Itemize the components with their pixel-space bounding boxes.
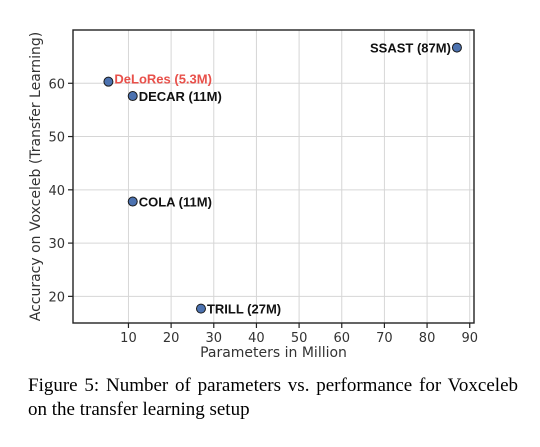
data-points: DeLoRes (5.3M) DECAR (11M) COLA (11M) TRILL… [103,41,462,317]
x-tick-label: 60 [333,331,350,346]
grid-lines [73,30,474,323]
plot-frame [72,29,475,324]
x-tick-label: 30 [206,331,223,346]
data-point-label: DECAR (11M) [139,89,222,104]
y-tick-label: 20 [48,290,65,305]
y-tick-label: 30 [48,237,65,252]
x-tick-label: 90 [461,331,478,346]
data-point [195,303,206,314]
data-point-label: DeLoRes (5.3M) [114,72,212,87]
axis-ticks: 10 20 30 40 50 60 70 80 90 20 30 40 50 60 [48,77,478,346]
data-point [127,91,138,102]
x-tick-label: 10 [120,331,137,346]
data-point-label: COLA (11M) [139,195,212,210]
y-tick-label: 60 [48,77,65,92]
data-point [103,76,114,87]
scatter-chart: 10 20 30 40 50 60 70 80 90 20 30 40 50 60 DeLoRes (5.… [28,29,478,361]
x-tick-label: 80 [419,331,436,346]
data-point-label: TRILL (27M) [207,302,281,317]
x-tick-label: 20 [163,331,180,346]
data-point [451,42,462,53]
x-tick-label: 40 [248,331,265,346]
y-axis-label: Accuracy on Voxceleb (Transfer Learning) [28,32,44,322]
data-point [127,196,138,207]
x-axis-label: Parameters in Million [200,345,347,361]
x-tick-label: 70 [376,331,393,346]
data-point-label: SSAST (87M) [370,41,451,56]
figure-caption: Figure 5: Number of parameters vs. perfo… [28,375,518,420]
x-tick-label: 50 [291,331,308,346]
y-tick-label: 50 [48,131,65,146]
y-tick-label: 40 [48,184,65,199]
